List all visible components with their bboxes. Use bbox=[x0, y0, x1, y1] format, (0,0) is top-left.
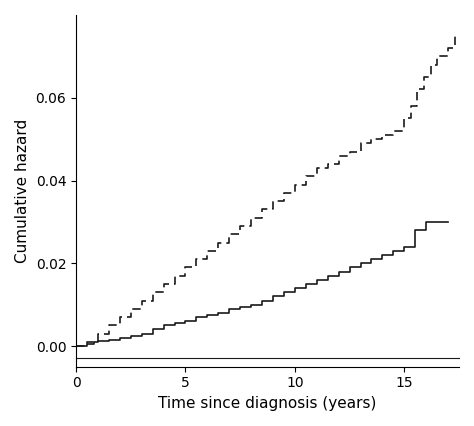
X-axis label: Time since diagnosis (years): Time since diagnosis (years) bbox=[158, 396, 377, 411]
Y-axis label: Cumulative hazard: Cumulative hazard bbox=[15, 119, 30, 263]
